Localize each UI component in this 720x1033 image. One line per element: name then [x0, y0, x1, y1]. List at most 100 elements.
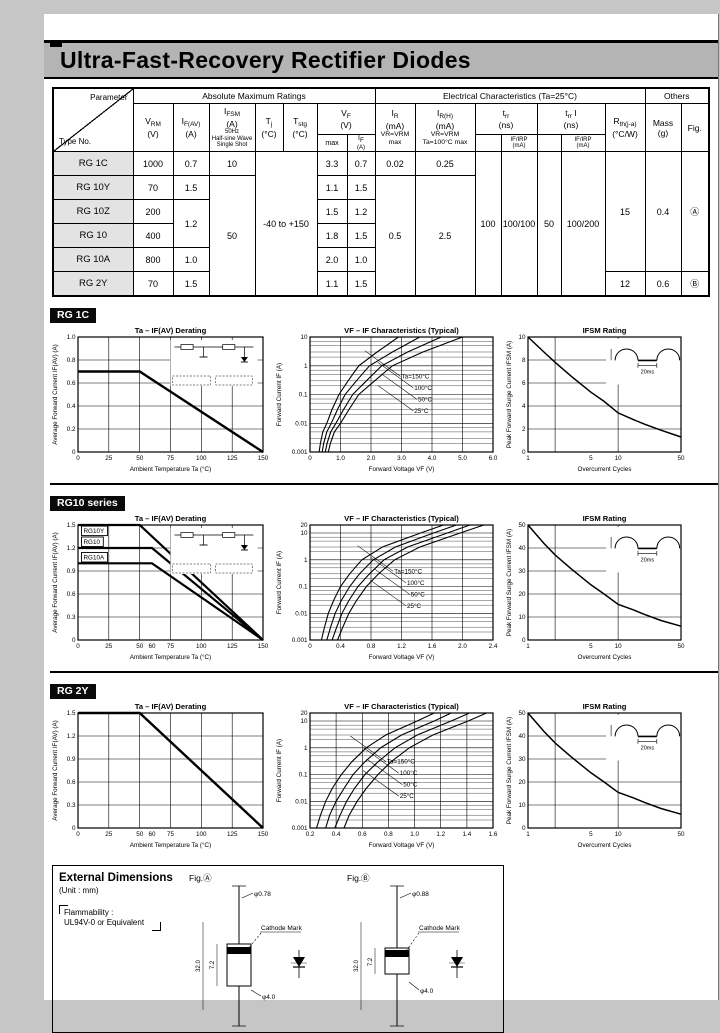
cell-vrm: 400 — [132, 223, 174, 249]
svg-text:0.4: 0.4 — [332, 831, 341, 838]
col-subheader-vf-if: IF (A) — [346, 133, 376, 153]
x-axis-label: Overcurrent Cycles — [578, 654, 632, 661]
x-axis-label: Overcurrent Cycles — [578, 842, 632, 849]
curve-label: RG10Y — [84, 528, 105, 535]
rg2y-derating-chart: 0 25 50 60 75 100 125 150 0 0.3 0.6 0.9 1.2 1.5 Ta – I… — [50, 700, 272, 855]
svg-text:25: 25 — [105, 831, 113, 838]
cell-vrm: 1000 — [132, 151, 174, 177]
cell-rth: 12 — [604, 271, 646, 297]
annotation-leader — [377, 384, 414, 412]
x-axis-label: Ambient Temperature Ta (°C) — [130, 465, 211, 473]
y-tick-labels: 0.001 0.01 0.1 1 10 — [292, 334, 308, 456]
svg-text:0: 0 — [72, 825, 76, 832]
svg-text:0: 0 — [522, 449, 526, 456]
type-no: RG 2Y — [52, 271, 134, 297]
svg-text:30: 30 — [518, 756, 526, 763]
rg1c-vf-if-chart: Ta=150°C 100°C 50°C 25°C 0 1.0 2.0 3.0 4.0 5.0 6.0… — [274, 324, 502, 479]
surge-waveform-inset: 20ms — [606, 714, 682, 761]
series-100°C — [325, 712, 452, 829]
plot-border — [309, 336, 494, 453]
col-subheader-trr1-ifirp: IF/IRP (mA) — [560, 133, 606, 153]
page-title: Ultra-Fast-Recovery Rectifier Diodes — [60, 46, 471, 73]
plot-border — [527, 336, 682, 453]
cell-fig: Ⓐ — [680, 151, 710, 273]
table-row-rg1c: RG 1C 1000 0.7 10 -40 to +150 3.3 0.7 0.… — [52, 151, 710, 297]
svg-text:0.6: 0.6 — [67, 591, 76, 598]
gridlines — [310, 336, 493, 452]
y-tick-labels: 0 0.3 0.6 0.9 1.2 1.5 — [67, 710, 76, 832]
svg-text:50: 50 — [677, 643, 685, 650]
svg-text:100: 100 — [196, 643, 207, 650]
x-tick-labels: 0 25 50 60 75 100 125 150 — [76, 831, 269, 838]
rg10-charts-row: RG10Y RG10 RG10A 0 25 50 60 75 100 125 150 0 0.3 0.6 0… — [50, 512, 714, 667]
y-axis-label: Peak Forward Surge Current IFSM (A) — [506, 341, 513, 448]
corner-cell: Parameter Type No. — [52, 87, 134, 153]
title-band: Ultra-Fast-Recovery Rectifier Diodes — [44, 40, 718, 79]
y-axis-label: Forward Current IF (A) — [276, 363, 283, 426]
table-row-rg10y: RG 10Y 70 1.5 50 1.1 1.5 0.5 2.5 — [52, 175, 709, 297]
svg-text:0.2: 0.2 — [306, 831, 315, 838]
chart-title: Ta – IF(AV) Derating — [135, 702, 207, 711]
svg-text:50: 50 — [677, 831, 685, 838]
rg2y-vf-if-chart: Ta=150°C 100°C 50°C 25°C 0.2 0.4 0.6 0.8 1.0 1.2 1… — [274, 700, 502, 855]
x-tick-labels: 1 5 10 50 — [526, 831, 685, 838]
cell-vf-if: 1.5 — [346, 271, 376, 297]
svg-text:0: 0 — [76, 455, 80, 462]
cathode-mark-label: Cathode Mark — [261, 925, 303, 932]
svg-text:60: 60 — [148, 643, 156, 650]
svg-text:6.0: 6.0 — [489, 455, 498, 462]
cell-vf-if: 1.2 — [346, 199, 376, 225]
chart-svg: Ta=150°C 100°C 50°C 25°C 0.2 0.4 0.6 0.8 1.0 1.2 1… — [276, 702, 498, 849]
cell-vf-if: 1.0 — [346, 247, 376, 273]
x-tick-labels: 0 0.4 0.8 1.2 1.6 2.0 2.4 — [308, 643, 498, 650]
body-length-label: 7.2 — [210, 960, 216, 969]
section-rg2y: RG 2Y 0 25 50 60 75 100 125 150 0 0.3 0.6 0.9 1.2 1.5… — [50, 681, 718, 859]
chart-svg: 0 25 50 75 100 125 150 0 0.2 0.4 0.6 0.8 1.0 Ta – IF(… — [52, 326, 269, 473]
cell-ifsm: 10 — [208, 151, 256, 177]
cell-vrm: 70 — [132, 175, 174, 201]
col-header-ir: IR (mA) VR=VRM max — [374, 102, 416, 153]
cell-rth: 15 — [604, 151, 646, 273]
svg-text:0.1: 0.1 — [299, 584, 308, 591]
band-absolute-max: Absolute Maximum Ratings — [132, 87, 376, 104]
y-axis-label: Average Forward Current IF(AV) (A) — [52, 344, 59, 445]
svg-text:5: 5 — [589, 831, 593, 838]
test-circuit-inset — [170, 339, 258, 386]
col-header-fig: Fig. — [680, 102, 710, 153]
lead-diameter-label: φ0.78 — [254, 891, 271, 898]
spec-table: Parameter Type No. Absolute Maximum Rati… — [52, 87, 710, 297]
dimensions-info: External Dimensions (Unit : mm) Flammabi… — [59, 870, 177, 1030]
svg-text:25: 25 — [105, 643, 113, 650]
svg-text:0.3: 0.3 — [67, 802, 76, 809]
chart-title: VF – IF Characteristics (Typical) — [344, 514, 459, 523]
svg-text:10: 10 — [615, 831, 623, 838]
svg-text:10: 10 — [518, 802, 526, 809]
col-header-ifav: IF(AV) (A) — [172, 102, 210, 153]
svg-text:0.4: 0.4 — [67, 403, 76, 410]
band-others: Others — [644, 87, 710, 104]
rg1c-derating-chart: 0 25 50 75 100 125 150 0 0.2 0.4 0.6 0.8 1.0 Ta – IF(… — [50, 324, 272, 479]
svg-text:150: 150 — [258, 455, 269, 462]
svg-text:0.6: 0.6 — [67, 779, 76, 786]
cell-ifav: 1.2 — [172, 199, 210, 249]
cell-ifav: 1.5 — [172, 271, 210, 297]
annotation-leader — [350, 735, 387, 762]
svg-text:0.2: 0.2 — [67, 426, 76, 433]
svg-text:10: 10 — [615, 643, 623, 650]
section-badge-rg2y: RG 2Y — [50, 683, 96, 699]
svg-text:0.8: 0.8 — [367, 643, 376, 650]
curve-label: 50°C — [411, 590, 426, 598]
svg-text:1: 1 — [526, 455, 530, 462]
cell-mass: 0.4 — [644, 151, 682, 273]
body-length-label: 7.2 — [368, 957, 374, 966]
curve-label: 100°C — [407, 579, 425, 587]
svg-text:1.2: 1.2 — [67, 545, 76, 552]
x-tick-labels: 1 5 10 50 — [526, 455, 685, 462]
cell-ir: 0.5 — [374, 175, 416, 297]
y-tick-labels: 0 10 20 30 40 50 — [518, 522, 526, 644]
svg-text:0: 0 — [72, 637, 76, 644]
annotation-leader — [364, 350, 401, 377]
curve-label: 25°C — [400, 792, 415, 800]
curve-label: 25°C — [407, 602, 422, 610]
svg-text:0.4: 0.4 — [336, 643, 345, 650]
